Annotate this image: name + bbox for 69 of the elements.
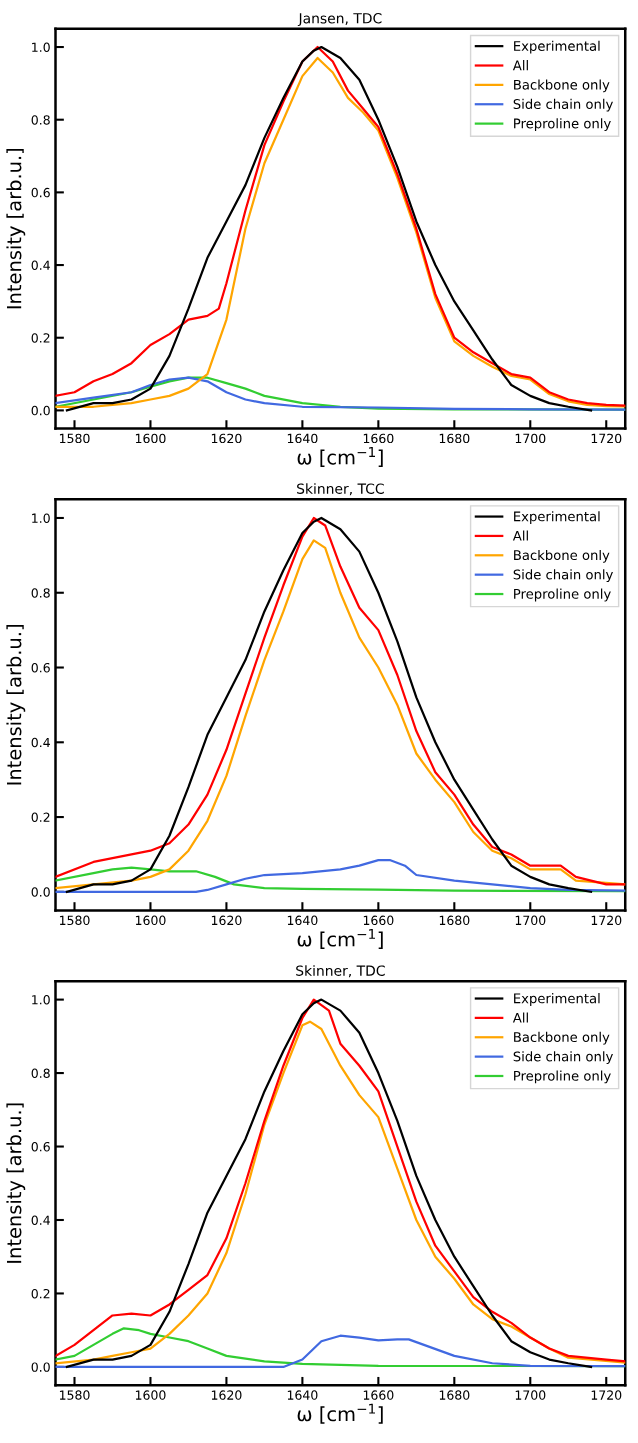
x-axis-title: ω [cm$^{−1}$] bbox=[297, 446, 383, 467]
x-tick-label: 1700 bbox=[515, 1390, 546, 1400]
x-tick-label: 1720 bbox=[591, 433, 622, 444]
x-tick-label: 1640 bbox=[287, 1390, 318, 1400]
legend-label: Experimental bbox=[514, 993, 600, 1006]
y-tick-label: 0.8 bbox=[31, 115, 50, 125]
x-tick-label: 1600 bbox=[135, 1390, 166, 1400]
x-tick-label: 1640 bbox=[287, 915, 318, 926]
x-tick-label: 1600 bbox=[135, 433, 166, 444]
y-tick-label: 0.4 bbox=[31, 260, 50, 270]
legend-label: All bbox=[512, 1012, 528, 1023]
x-tick-label: 1660 bbox=[363, 433, 394, 444]
legend-label: Backbone only bbox=[514, 79, 610, 93]
legend-label: Side chain only bbox=[513, 569, 613, 583]
x-tick-label: 1720 bbox=[591, 915, 622, 926]
legend-label: Backbone only bbox=[514, 549, 610, 563]
x-tick-label: 1660 bbox=[363, 1390, 394, 1400]
y-tick-label: 0.6 bbox=[31, 187, 50, 198]
x-tick-label: 1700 bbox=[515, 915, 546, 926]
y-tick-label: 0.2 bbox=[31, 333, 50, 343]
legend-label: Side chain only bbox=[513, 1051, 613, 1064]
legend-label: Preproline only bbox=[514, 118, 611, 131]
x-tick-label: 1700 bbox=[515, 433, 546, 444]
y-tick-label: 1.0 bbox=[32, 513, 50, 523]
chart-title: Skinner, TDC bbox=[296, 965, 385, 978]
y-tick-label: 0.2 bbox=[31, 1288, 50, 1299]
y-tick-label: 0.6 bbox=[31, 662, 50, 673]
x-axis-title: ω [cm$^{−1}$] bbox=[297, 928, 383, 949]
legend-label: Experimental bbox=[514, 511, 600, 524]
x-tick-label: 1680 bbox=[439, 1390, 470, 1400]
y-tick-label: 0.8 bbox=[31, 588, 50, 598]
y-axis-title: Intensity [arb.u.] bbox=[6, 148, 26, 309]
y-tick-label: 0.0 bbox=[31, 1362, 50, 1372]
legend-label: Experimental bbox=[514, 40, 600, 54]
chart-title: Skinner, TCC bbox=[297, 483, 384, 496]
legend-label: All bbox=[512, 530, 528, 541]
y-tick-label: 0.2 bbox=[31, 812, 50, 822]
x-tick-label: 1640 bbox=[287, 433, 318, 444]
y-tick-label: 0.6 bbox=[31, 1142, 50, 1152]
y-tick-label: 0.8 bbox=[31, 1068, 50, 1078]
y-axis-title: Intensity [arb.u.] bbox=[6, 625, 26, 785]
y-tick-label: 0.0 bbox=[31, 405, 50, 416]
x-tick-label: 1580 bbox=[59, 1390, 90, 1400]
legend-label: Side chain only bbox=[513, 98, 613, 112]
x-tick-label: 1620 bbox=[211, 915, 242, 926]
x-tick-label: 1580 bbox=[59, 433, 90, 444]
legend-label: Backbone only bbox=[514, 1031, 610, 1045]
y-tick-label: 0.4 bbox=[31, 737, 50, 748]
y-tick-label: 1.0 bbox=[32, 995, 50, 1005]
legend-label: All bbox=[512, 60, 528, 71]
legend-label: Preproline only bbox=[514, 588, 611, 602]
x-tick-label: 1720 bbox=[591, 1390, 622, 1400]
x-tick-label: 1600 bbox=[135, 915, 166, 926]
y-tick-label: 0.4 bbox=[31, 1215, 50, 1225]
y-tick-label: 0.0 bbox=[31, 887, 50, 897]
x-tick-label: 1680 bbox=[439, 915, 470, 926]
line-series bbox=[55, 858, 626, 893]
chart-title: Jansen, TDC bbox=[297, 13, 382, 27]
y-tick-label: 1.0 bbox=[32, 42, 50, 52]
x-tick-label: 1620 bbox=[211, 1390, 242, 1400]
line-series bbox=[55, 1334, 626, 1369]
line-series bbox=[55, 376, 626, 411]
legend-label: Preproline only bbox=[514, 1070, 611, 1084]
x-tick-label: 1580 bbox=[59, 915, 90, 926]
y-axis-title: Intensity [arb.u.] bbox=[6, 1103, 26, 1263]
x-tick-label: 1680 bbox=[439, 433, 470, 444]
x-tick-label: 1620 bbox=[211, 433, 242, 444]
x-tick-label: 1660 bbox=[363, 915, 394, 926]
x-axis-title: ω [cm$^{−1}$] bbox=[297, 1403, 383, 1424]
